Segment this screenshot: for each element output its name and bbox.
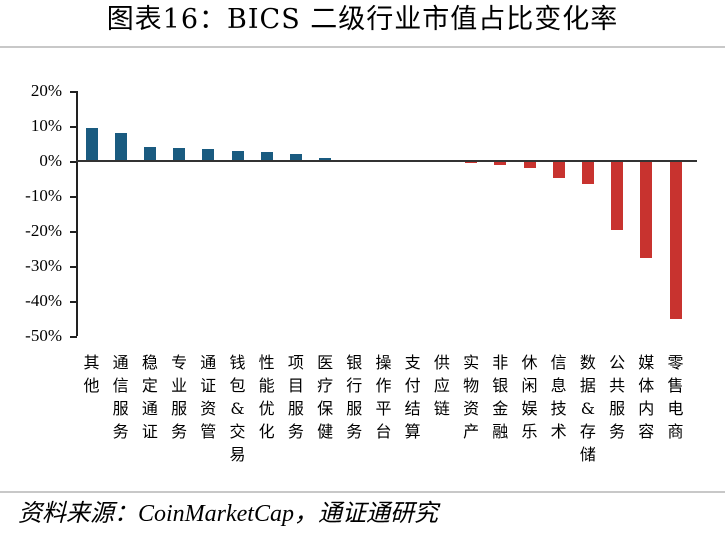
x-category-label: 医疗保健 [317,353,334,441]
bar-4 [202,149,215,161]
y-tick-label: -30% [25,256,62,275]
bar-6 [260,152,273,161]
bar-0 [85,127,98,161]
x-category-label: 其他 [83,353,100,395]
bar-2 [143,146,156,161]
x-category-label: 通信服务 [112,353,129,441]
bar-3 [173,148,186,161]
x-category-label: 专业服务 [171,353,188,441]
y-tick-label: -40% [25,291,62,310]
y-tick-label: -20% [25,221,62,240]
bar-chart: 20% 10% 0% -10% -20% -30% -40% -50% 其他 通信服务 稳定通证专… [25,81,697,464]
y-tick-mark [70,161,77,163]
x-category-label: 通证资管 [200,353,217,441]
bar-18 [611,161,624,230]
x-category-label: 非银金融 [492,353,509,441]
x-category-label: 稳定通证 [141,353,158,441]
bar-19 [640,161,653,258]
bar-14 [494,161,507,165]
bar-17 [581,161,594,185]
bottom-divider [0,491,725,493]
x-category-label: 休闲娱乐 [521,353,538,441]
bar-8 [319,157,332,161]
y-tick-mark [70,266,77,268]
x-category-label: 零售电商 [667,353,684,441]
bar-16 [552,161,565,179]
y-tick-mark [70,196,77,198]
x-category-label: 钱包&交易 [229,353,246,464]
x-category-label: 数据&存储 [579,353,596,464]
x-category-label: 支付结算 [404,353,421,441]
x-category-label: 银行服务 [346,353,363,441]
chart-title: 图表16：BICS 二级行业市值占比变化率 [106,4,619,35]
y-tick-label: -10% [25,186,62,205]
y-tick-mark [70,231,77,233]
y-axis [76,91,78,336]
x-category-label: 公共服务 [609,353,626,441]
y-tick-label: 0% [39,151,62,170]
x-category-label: 实物资产 [463,353,480,441]
top-divider [0,46,725,48]
bar-13 [465,161,478,164]
y-tick-label: -50% [25,326,62,345]
x-category-label: 性能优化 [258,353,275,441]
x-category-label: 供应链 [433,353,450,418]
y-tick-label: 20% [30,81,62,100]
bar-15 [523,161,536,169]
zero-baseline [76,160,697,162]
y-tick-mark [70,301,77,303]
y-tick-label: 10% [30,116,62,135]
bar-5 [231,150,244,161]
bar-7 [289,153,302,161]
source-note: 资料来源：CoinMarketCap，通证通研究 [18,501,438,527]
x-category-label: 项目服务 [287,353,304,441]
bar-1 [114,133,127,161]
x-category-label: 媒体内容 [638,353,655,441]
y-tick-mark [70,91,77,93]
y-tick-mark [70,126,77,128]
x-category-label: 信息技术 [550,353,567,441]
y-tick-mark [70,336,77,338]
bar-20 [669,161,682,319]
x-category-label: 操作平台 [375,353,392,441]
